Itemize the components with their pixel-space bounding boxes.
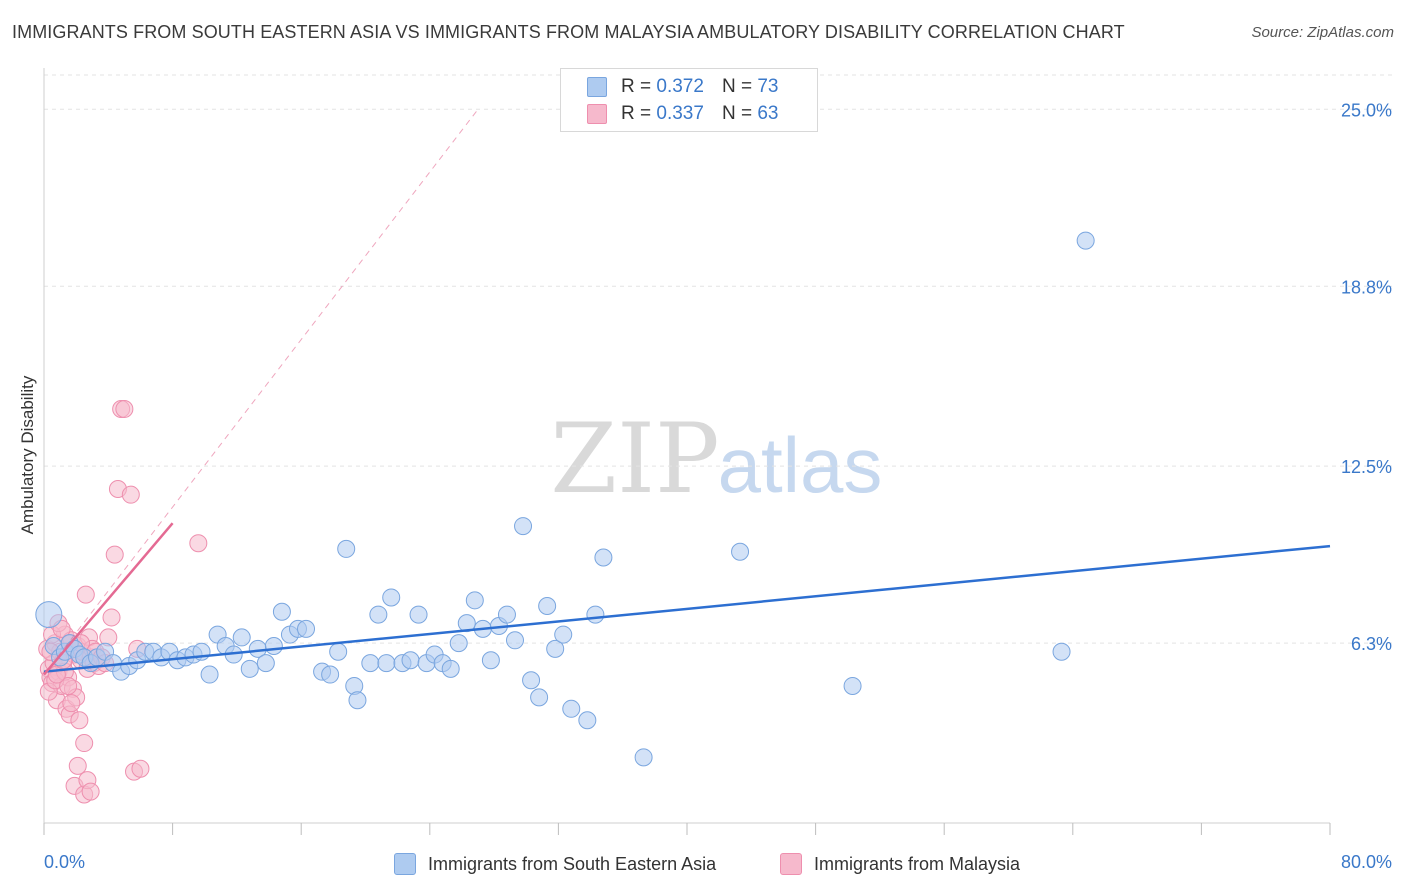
chart-title: IMMIGRANTS FROM SOUTH EASTERN ASIA VS IM… [12,22,1125,42]
legend-n-label: N = [721,76,753,97]
malaysia-point [59,676,78,695]
sea-point [337,539,356,558]
sea-point [240,659,259,678]
bottom-legend-malaysia: Immigrants from Malaysia [780,852,1020,876]
malaysia-point [75,734,94,753]
legend-n-value: 73 [757,76,779,97]
watermark-atlas: atlas [718,421,883,509]
malaysia-point [115,400,134,419]
sea-point [1076,231,1095,250]
sea-point [409,605,428,624]
sea-point [554,625,573,644]
watermark: ZIP atlas [550,403,882,515]
legend-r-label: R = [621,103,652,124]
sea-point [546,639,565,658]
sea-point [232,628,251,647]
sea-point [264,636,283,655]
malaysia-point [76,585,95,604]
sea-point [497,605,516,624]
bottom-legend-swatch-sea [394,853,416,875]
malaysia-point [105,545,124,564]
sea-point [329,642,348,661]
legend-n-value: 63 [757,103,779,124]
malaysia-trend-line [43,522,174,676]
sea-point [594,548,613,567]
sea-point [321,665,340,684]
sea-trend-line [43,544,1331,673]
malaysia-point [62,694,81,713]
malaysia-trend-extension [43,108,479,675]
sea-point [449,634,468,653]
y-tick-label: 25.0% [1341,100,1392,120]
sea-point [200,665,219,684]
legend-r-value: 0.337 [656,103,704,124]
malaysia-point [68,756,87,775]
sea-point [562,699,581,718]
sea-point [272,602,291,621]
sea-point [578,711,597,730]
gridlines [44,74,1393,644]
sea-point [256,654,275,673]
legend-r-value: 0.372 [656,76,704,97]
sea-point [586,605,605,624]
sea-point [731,542,750,561]
bottom-legend-label-sea: Immigrants from South Eastern Asia [428,853,717,874]
legend-row-malaysia: R = 0.337 N = 63 [587,102,778,126]
tick-labels: 6.3% 12.5% 18.8% 25.0% [1341,100,1392,654]
sea-point [634,748,653,767]
sea-point [481,651,500,670]
watermark-zip: ZIP [550,403,719,515]
malaysia-point [189,534,208,553]
sea-point [382,588,401,607]
sea-points [35,231,1095,767]
y-axis-label: Ambulatory Disability [18,375,37,535]
y-tick-label: 6.3% [1351,634,1392,654]
legend-swatch-malaysia [587,104,607,124]
malaysia-point [131,759,150,778]
bottom-legend-swatch-malaysia [780,853,802,875]
bottom-legend-sea: Immigrants from South Eastern Asia [394,852,716,876]
malaysia-point [102,608,121,627]
axes [43,68,1331,835]
sea-point [369,605,388,624]
y-tick-label: 12.5% [1341,457,1392,477]
sea-point [530,688,549,707]
malaysia-point [70,711,89,730]
sea-point [297,619,316,638]
sea-point [505,631,524,650]
sea-point [465,591,484,610]
sea-point [457,614,476,633]
sea-point [1052,642,1071,661]
trend-lines [43,108,1331,676]
sea-point [843,676,862,695]
sea-point [441,659,460,678]
legend-swatch-sea [587,77,607,97]
sea-point [35,601,63,629]
legend-n-label: N = [721,103,753,124]
y-tick-label: 18.8% [1341,277,1392,297]
malaysia-point [121,485,140,504]
correlation-legend: R = 0.372 N = 73 R = 0.337 N = 63 [560,68,818,132]
malaysia-points [38,400,208,804]
legend-r-label: R = [621,76,652,97]
malaysia-point [81,782,100,801]
sea-point [522,671,541,690]
sea-point [348,691,367,710]
x-tick-max: 80.0% [1340,852,1392,872]
legend-row-sea: R = 0.372 N = 73 [587,75,778,99]
sea-point [538,597,557,616]
sea-point [401,651,420,670]
source-credit: Source: ZipAtlas.com [1251,24,1394,41]
sea-point [514,517,533,536]
sea-point [377,654,396,673]
sea-point [361,654,380,673]
bottom-legend-label-malaysia: Immigrants from Malaysia [814,853,1021,874]
x-tick-min: 0.0% [44,852,86,872]
